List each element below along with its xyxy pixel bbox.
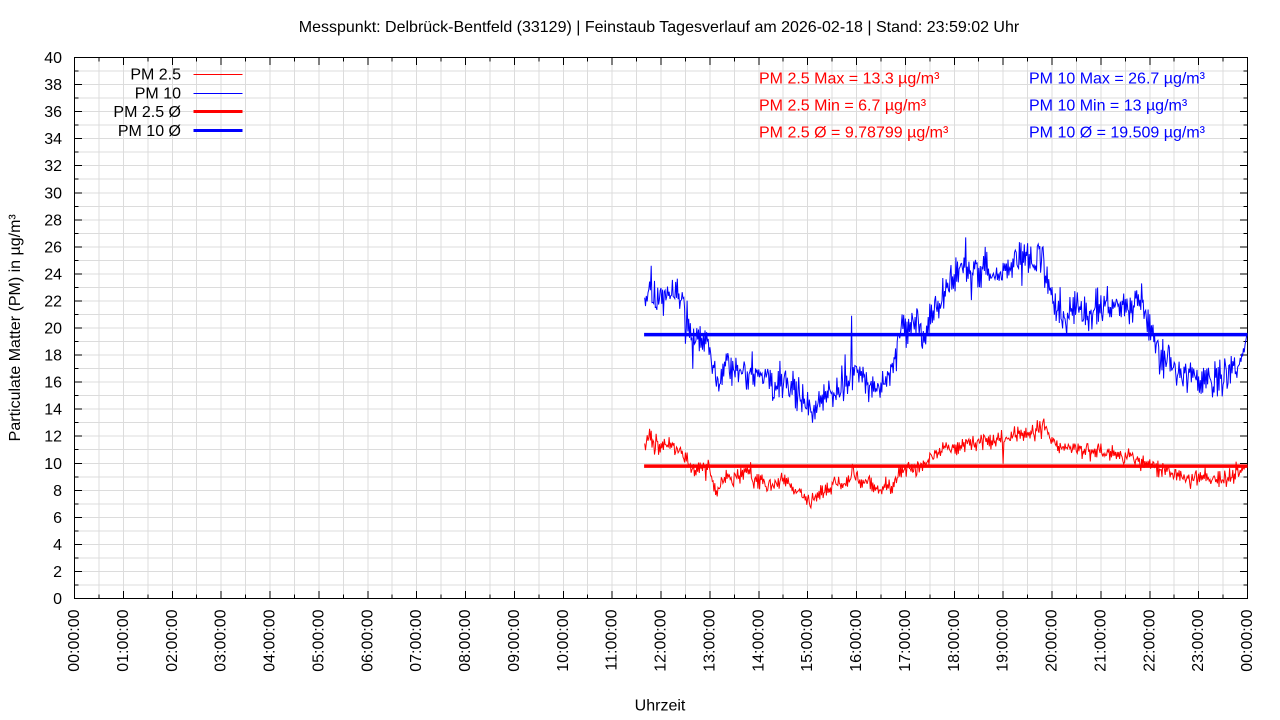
svg-text:10: 10 [44,456,62,473]
svg-text:16: 16 [44,375,62,392]
svg-text:22: 22 [44,293,62,310]
svg-text:PM 10: PM 10 [135,85,181,102]
svg-text:PM 2.5 Ø = 9.78799 µg/m³: PM 2.5 Ø = 9.78799 µg/m³ [759,124,949,141]
svg-text:28: 28 [44,212,62,229]
svg-text:26: 26 [44,239,62,256]
svg-text:36: 36 [44,104,62,121]
svg-text:PM 10 Ø = 19.509 µg/m³: PM 10 Ø = 19.509 µg/m³ [1029,124,1206,141]
svg-text:15:00:00: 15:00:00 [799,609,816,671]
svg-text:34: 34 [44,131,62,148]
svg-text:PM 2.5: PM 2.5 [130,67,181,84]
svg-text:16:00:00: 16:00:00 [848,609,865,671]
svg-text:PM 2.5 Ø: PM 2.5 Ø [113,104,181,121]
svg-text:11:00:00: 11:00:00 [604,609,621,670]
svg-text:30: 30 [44,185,62,202]
svg-text:0: 0 [53,591,62,608]
svg-text:PM 2.5 Min = 6.7 µg/m³: PM 2.5 Min = 6.7 µg/m³ [759,97,927,114]
svg-text:08:00:00: 08:00:00 [457,609,474,671]
svg-text:17:00:00: 17:00:00 [897,609,914,671]
svg-text:09:00:00: 09:00:00 [506,609,523,671]
svg-text:14:00:00: 14:00:00 [750,609,767,671]
svg-text:24: 24 [44,266,62,283]
svg-text:PM 2.5 Max = 13.3 µg/m³: PM 2.5 Max = 13.3 µg/m³ [759,70,940,87]
svg-text:22:00:00: 22:00:00 [1141,609,1158,671]
svg-text:20:00:00: 20:00:00 [1044,609,1061,671]
svg-text:Messpunkt: Delbrück-Bentfeld (: Messpunkt: Delbrück-Bentfeld (33129) | F… [299,19,1020,36]
svg-text:00:00:00: 00:00:00 [1239,609,1256,671]
svg-text:21:00:00: 21:00:00 [1092,609,1109,671]
svg-text:20: 20 [44,321,62,338]
svg-text:02:00:00: 02:00:00 [164,609,181,671]
svg-text:PM 10 Min = 13 µg/m³: PM 10 Min = 13 µg/m³ [1029,97,1188,114]
svg-text:13:00:00: 13:00:00 [701,609,718,671]
svg-text:03:00:00: 03:00:00 [213,609,230,671]
svg-text:18: 18 [44,348,62,365]
svg-text:00:00:00: 00:00:00 [66,609,83,671]
svg-text:14: 14 [44,402,62,419]
svg-text:05:00:00: 05:00:00 [310,609,327,671]
svg-text:PM 10 Max = 26.7 µg/m³: PM 10 Max = 26.7 µg/m³ [1029,70,1206,87]
svg-text:4: 4 [53,537,62,554]
svg-text:06:00:00: 06:00:00 [359,609,376,671]
svg-text:07:00:00: 07:00:00 [408,609,425,671]
svg-text:38: 38 [44,77,62,94]
svg-text:PM 10 Ø: PM 10 Ø [118,123,181,140]
svg-text:01:00:00: 01:00:00 [115,609,132,671]
svg-text:23:00:00: 23:00:00 [1190,609,1207,671]
svg-text:12: 12 [44,429,62,446]
svg-text:Particulate Matter (PM) in µg/: Particulate Matter (PM) in µg/m³ [7,214,24,442]
svg-text:04:00:00: 04:00:00 [262,609,279,671]
svg-text:Uhrzeit: Uhrzeit [635,697,686,714]
svg-text:10:00:00: 10:00:00 [555,609,572,671]
svg-text:40: 40 [44,50,62,67]
svg-text:32: 32 [44,158,62,175]
svg-text:6: 6 [53,510,62,527]
svg-text:18:00:00: 18:00:00 [946,609,963,671]
svg-text:2: 2 [53,564,62,581]
svg-text:12:00:00: 12:00:00 [653,609,670,671]
svg-text:8: 8 [53,483,62,500]
svg-text:19:00:00: 19:00:00 [995,609,1012,671]
